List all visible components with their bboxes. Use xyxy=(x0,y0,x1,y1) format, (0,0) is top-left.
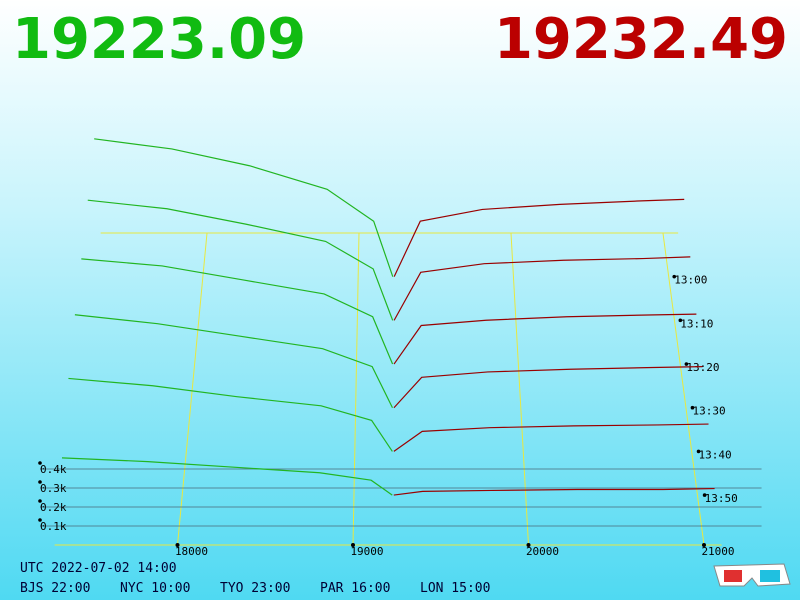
bid-depth-line xyxy=(68,377,393,452)
grid-line xyxy=(510,232,529,546)
time-tick-label: 13:20 xyxy=(686,361,719,374)
ask-depth-line xyxy=(393,423,709,452)
bid-depth-line xyxy=(94,138,394,277)
ask-depth-line xyxy=(393,198,685,277)
time-tick-label: 13:50 xyxy=(705,492,738,505)
tick-dot xyxy=(696,449,701,454)
ask-depth-line xyxy=(393,487,715,496)
bid-depth-line xyxy=(74,314,394,408)
grid-line xyxy=(177,232,208,546)
zone-time: NYC 10:00 xyxy=(120,581,190,596)
ask-depth-line xyxy=(393,256,691,321)
grid-line xyxy=(662,232,705,546)
grid-line xyxy=(352,232,360,546)
tick-dot xyxy=(684,362,689,366)
utc-time: UTC 2022-07-02 14:00 xyxy=(20,561,177,576)
depth-tick-label: 0.1k xyxy=(40,520,67,533)
depth-tick-label: 0.2k xyxy=(40,501,67,514)
depth-tick-label: 0.4k xyxy=(40,463,67,476)
tick-dot xyxy=(690,405,695,410)
zone-time: BJS 22:00 xyxy=(20,581,90,596)
bid-price: 19223.09 xyxy=(12,7,306,72)
bid-depth-line xyxy=(61,457,393,496)
x-tick-label: 18000 xyxy=(175,545,208,558)
time-tick-label: 13:00 xyxy=(674,274,707,287)
ask-price: 19232.49 xyxy=(494,7,788,72)
zone-time: LON 15:00 xyxy=(420,581,490,596)
zone-time: TYO 23:00 xyxy=(220,581,290,596)
tick-dot xyxy=(526,543,531,547)
x-tick-label: 19000 xyxy=(350,545,383,558)
ask-depth-line xyxy=(393,313,697,365)
tick-dot xyxy=(38,480,42,484)
tick-dot xyxy=(351,543,355,547)
ask-depth-line xyxy=(393,365,703,409)
zone-time: PAR 16:00 xyxy=(320,581,390,596)
x-tick-label: 20000 xyxy=(526,545,559,558)
x-tick-label: 21000 xyxy=(701,545,734,558)
tick-dot xyxy=(678,318,683,323)
time-tick-label: 13:10 xyxy=(680,317,713,330)
depth-tick-label: 0.3k xyxy=(40,482,67,495)
tick-dot xyxy=(702,493,707,497)
time-zones: BJS 22:00 NYC 10:00 TYO 23:00 PAR 16:00 LON … xyxy=(20,581,490,596)
tick-dot xyxy=(672,274,677,279)
plot: 18000 19000 20000 21000 0.4k 0.3k 0.2k 0.1k 13:0… xyxy=(38,138,762,558)
time-tick-label: 13:30 xyxy=(692,405,725,418)
tick-dot xyxy=(175,543,180,547)
time-tick-label: 13:40 xyxy=(699,448,732,461)
bid-depth-line xyxy=(87,199,394,321)
tick-dot xyxy=(38,518,42,522)
bid-depth-line xyxy=(81,258,394,365)
3d-glasses-icon xyxy=(713,563,791,587)
tick-dot xyxy=(38,461,42,465)
tick-dot xyxy=(702,543,706,547)
tick-dot xyxy=(38,499,42,503)
